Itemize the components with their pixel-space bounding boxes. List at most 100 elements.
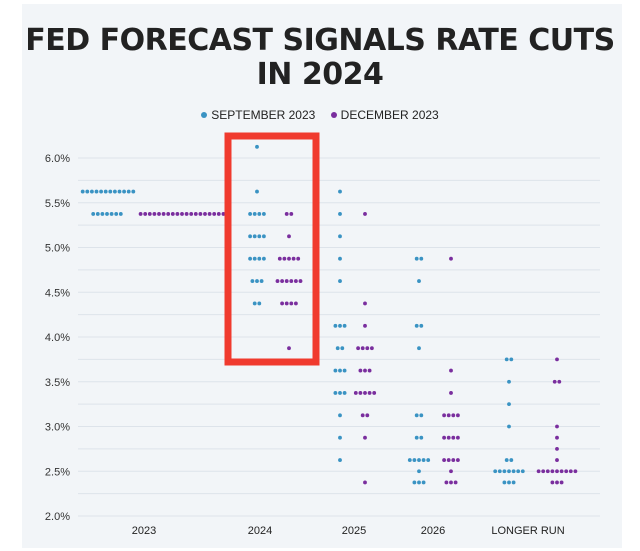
dot-december bbox=[166, 212, 171, 216]
dot-september bbox=[257, 256, 262, 261]
dot-september bbox=[507, 402, 511, 407]
dot-december bbox=[555, 446, 559, 451]
dot-december bbox=[367, 368, 372, 373]
dot-december bbox=[559, 469, 564, 474]
dot-december bbox=[555, 357, 559, 362]
dot-december bbox=[157, 212, 161, 216]
x-axis-ticks: 2023 2024 2025 2026 LONGER RUN bbox=[132, 525, 565, 537]
dot-september bbox=[338, 413, 342, 418]
title-line-2: IN 2024 bbox=[256, 57, 384, 92]
y-tick-label: 5.0% bbox=[45, 243, 70, 255]
dot-december bbox=[356, 346, 360, 351]
dot-december bbox=[289, 301, 294, 306]
dot-december bbox=[564, 469, 569, 474]
dot-december bbox=[289, 212, 294, 216]
x-tick-label: 2026 bbox=[421, 525, 445, 537]
dots bbox=[80, 144, 578, 485]
dot-december bbox=[363, 301, 367, 306]
dot-september bbox=[338, 368, 342, 373]
dot-september bbox=[94, 189, 99, 194]
dot-september bbox=[114, 212, 119, 216]
dot-december bbox=[536, 469, 541, 474]
dot-september bbox=[419, 435, 424, 440]
dot-september bbox=[414, 256, 419, 261]
dot-december bbox=[451, 458, 456, 462]
dot-december bbox=[175, 212, 180, 216]
dot-september bbox=[340, 346, 345, 351]
dot-september bbox=[108, 189, 113, 194]
dot-september bbox=[509, 357, 514, 362]
dot-december bbox=[284, 279, 289, 283]
dot-september bbox=[338, 391, 342, 395]
dot-september bbox=[252, 212, 257, 216]
dot-december bbox=[442, 458, 446, 462]
dot-september bbox=[502, 469, 507, 474]
dot-december bbox=[147, 212, 152, 216]
dot-december bbox=[363, 435, 367, 440]
dot-september bbox=[516, 469, 521, 474]
dot-september bbox=[333, 368, 338, 373]
dot-september bbox=[342, 391, 347, 395]
dot-september bbox=[414, 435, 419, 440]
dot-september bbox=[412, 480, 417, 485]
x-tick-label: 2024 bbox=[248, 525, 272, 537]
dot-september bbox=[85, 189, 90, 194]
dot-december bbox=[456, 458, 460, 462]
dot-december bbox=[360, 413, 365, 418]
dot-september bbox=[412, 458, 417, 462]
dot-december bbox=[221, 212, 226, 216]
dot-september bbox=[131, 189, 136, 194]
dot-september bbox=[417, 458, 421, 462]
dot-september bbox=[338, 458, 342, 462]
dot-december bbox=[294, 301, 298, 306]
dot-december bbox=[198, 212, 203, 216]
dot-september bbox=[338, 189, 342, 194]
dot-december bbox=[287, 234, 291, 239]
dot-september bbox=[248, 212, 253, 216]
dot-december bbox=[152, 212, 157, 216]
dot-december bbox=[277, 256, 282, 261]
dot-september bbox=[417, 346, 421, 351]
y-tick-label: 5.5% bbox=[45, 198, 70, 210]
dot-september bbox=[414, 413, 419, 418]
y-tick-label: 4.0% bbox=[45, 332, 70, 344]
dot-september bbox=[338, 212, 342, 216]
dot-december bbox=[559, 480, 564, 485]
dot-december bbox=[275, 279, 280, 283]
dot-september bbox=[122, 189, 126, 194]
dot-september bbox=[507, 469, 511, 474]
dot-september bbox=[338, 435, 342, 440]
dot-september bbox=[255, 279, 259, 283]
dot-december bbox=[550, 480, 555, 485]
dot-september bbox=[262, 234, 266, 239]
dot-september bbox=[259, 279, 264, 283]
dot-december bbox=[358, 368, 363, 373]
dot-december bbox=[138, 212, 143, 216]
dot-december bbox=[284, 301, 289, 306]
y-tick-label: 4.5% bbox=[45, 287, 70, 299]
dot-december bbox=[555, 424, 559, 429]
dot-september bbox=[262, 256, 266, 261]
dot-december bbox=[557, 379, 562, 384]
dot-september bbox=[90, 189, 94, 194]
dot-september bbox=[257, 301, 262, 306]
dot-december bbox=[555, 469, 559, 474]
dot-december bbox=[360, 346, 365, 351]
dot-december bbox=[555, 480, 559, 485]
y-axis-ticks: 6.0% 5.5% 5.0% 4.5% 4.0% 3.5% 3.0% 2.5% 2.0% bbox=[45, 153, 70, 523]
dot-december bbox=[545, 469, 550, 474]
dot-december bbox=[449, 256, 453, 261]
title-line-1: FED FORECAST SIGNALS RATE CUTS bbox=[25, 23, 615, 58]
dot-september bbox=[255, 189, 259, 194]
dot-december bbox=[189, 212, 194, 216]
dot-september bbox=[252, 234, 257, 239]
annotations bbox=[224, 132, 320, 366]
dot-september bbox=[426, 458, 431, 462]
dot-december bbox=[363, 212, 367, 216]
dot-september bbox=[255, 144, 259, 149]
y-tick-label: 3.0% bbox=[45, 422, 70, 434]
dot-december bbox=[207, 212, 212, 216]
dot-september bbox=[257, 212, 262, 216]
dot-december bbox=[363, 391, 367, 395]
y-tick-label: 2.0% bbox=[45, 511, 70, 523]
